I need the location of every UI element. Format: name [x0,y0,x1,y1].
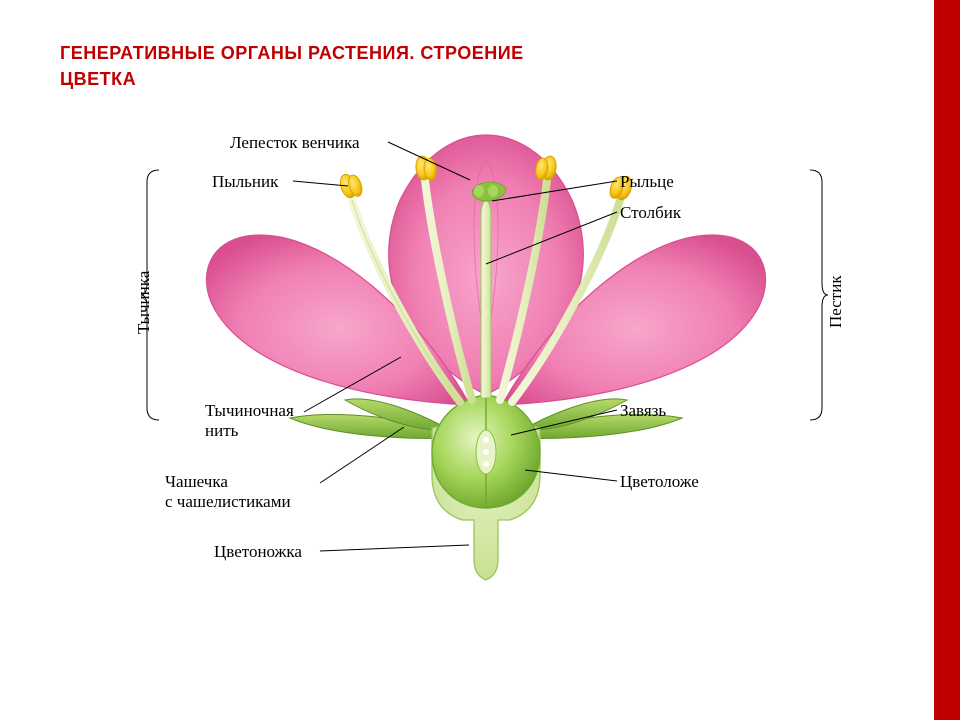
label-stigma: Рыльце [620,172,674,192]
group-label-pistil: Пестик [826,237,846,367]
ovary [432,395,540,508]
label-petal: Лепесток венчика [230,133,360,153]
label-anther: Пыльник [212,172,278,192]
label-style: Столбик [620,203,681,223]
label-sepals: Чашечка с чашелистиками [165,472,291,512]
label-pedicel: Цветоножка [214,542,302,562]
label-receptacle: Цветоложе [620,472,699,492]
label-filament: Тычиночная нить [205,401,294,441]
group-label-stamen: Тычинка [134,222,154,382]
label-ovary: Завязь [620,401,666,421]
